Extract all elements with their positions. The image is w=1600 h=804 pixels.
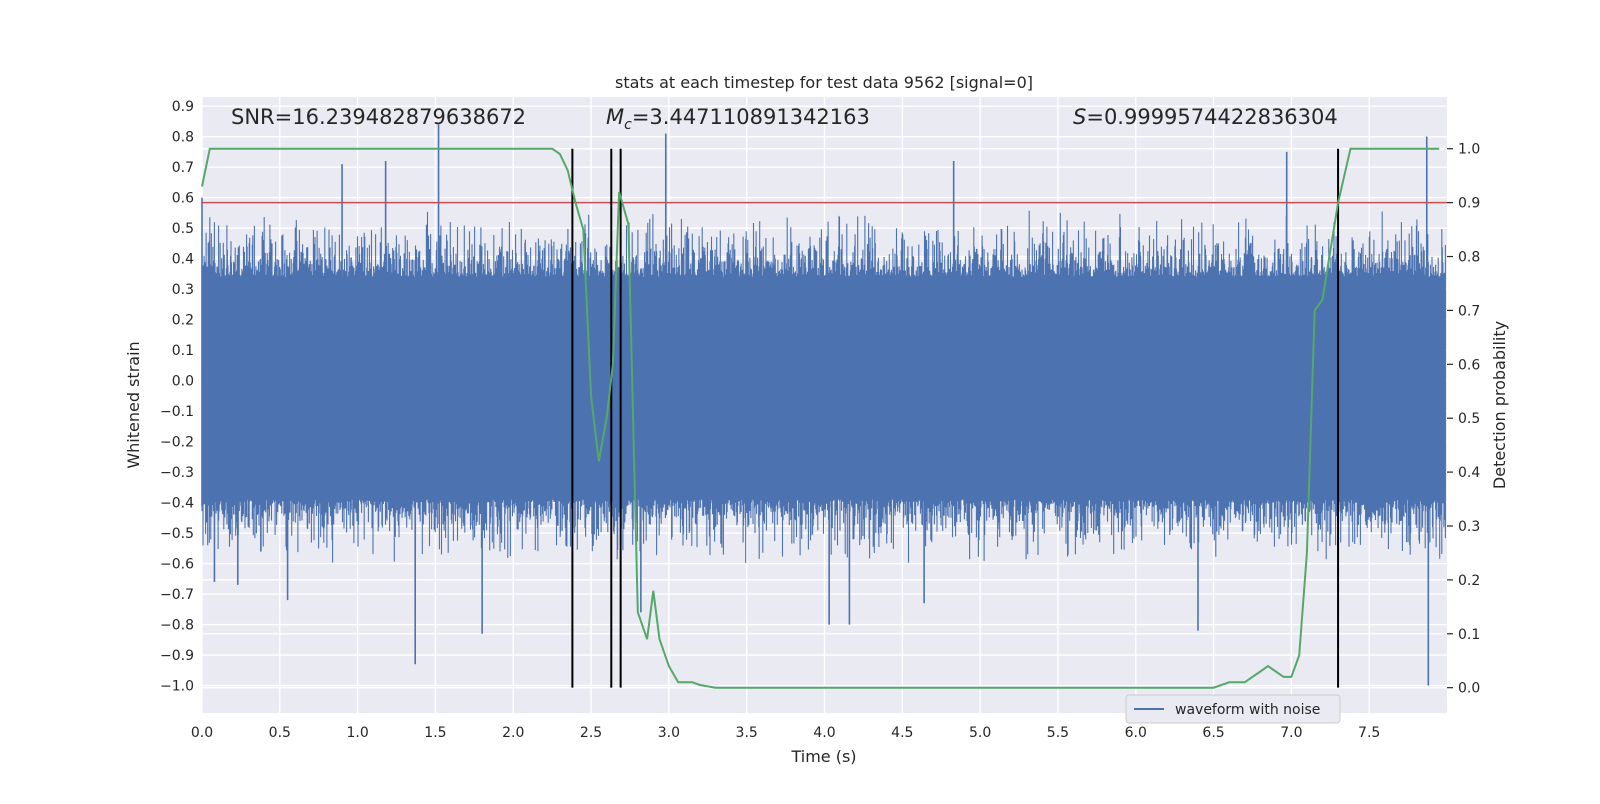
y2-tick-label: 0.3 <box>1458 519 1480 535</box>
x-tick-label: 3.5 <box>736 725 758 741</box>
y2-tick-label: 1.0 <box>1458 142 1480 158</box>
y-tick-label: 0.1 <box>172 343 194 359</box>
detection-probability-line <box>201 147 1440 689</box>
x-tick-label: 6.5 <box>1202 725 1224 741</box>
x-axis-label: Time (s) <box>790 747 856 766</box>
y-tick-label: −0.6 <box>160 557 194 573</box>
y-tick-label: 0.2 <box>172 313 194 329</box>
y-tick-label: −0.9 <box>160 648 194 664</box>
legend: waveform with noise <box>1125 694 1341 724</box>
y2-tick-label: 0.7 <box>1458 303 1480 319</box>
y-tick-label: 0.4 <box>172 252 194 268</box>
x-tick-label: 5.0 <box>969 725 991 741</box>
y-tick-label: −0.5 <box>160 526 194 542</box>
score-symbol: S <box>1073 105 1086 129</box>
x-tick-label: 1.5 <box>424 725 446 741</box>
x-tick-label: 7.5 <box>1358 725 1380 741</box>
y-tick-label: −0.2 <box>160 435 194 451</box>
chirp-mass-symbol: M <box>606 105 624 129</box>
y-tick-label: 0.5 <box>172 221 194 237</box>
y-tick-label: −0.7 <box>160 587 194 603</box>
waveform-series <box>201 124 1446 686</box>
score-value: =0.9999574422836304 <box>1086 105 1337 129</box>
y2-axis-ticks: 1.0 0.9 0.8 0.7 0.6 0.5 0.4 0.3 0.2 0.1 0.0 <box>1447 142 1480 697</box>
y-tick-label: 0.3 <box>172 282 194 298</box>
y-tick-label: −0.4 <box>160 496 194 512</box>
x-tick-label: 4.5 <box>891 725 913 741</box>
x-tick-label: 2.5 <box>580 725 602 741</box>
x-tick-label: 2.0 <box>502 725 524 741</box>
x-tick-label: 1.0 <box>346 725 368 741</box>
y-tick-label: −0.1 <box>160 404 194 420</box>
y2-tick-label: 0.6 <box>1458 357 1480 373</box>
y2-tick-label: 0.2 <box>1458 573 1480 589</box>
x-tick-label: 3.0 <box>658 725 680 741</box>
y-axis-label: Whitened strain <box>124 341 143 468</box>
x-tick-label: 6.0 <box>1125 725 1147 741</box>
y2-tick-label: 0.8 <box>1458 250 1480 266</box>
y-axis-ticks: 0.9 0.8 0.7 0.6 0.5 0.4 0.3 0.2 0.1 0.0 −0.1 −0.2 −0… <box>160 99 194 694</box>
y-tick-label: 0.6 <box>172 191 194 207</box>
y-tick-label: −1.0 <box>160 679 194 695</box>
y-tick-label: 0.9 <box>172 99 194 115</box>
x-tick-label: 0.0 <box>191 725 213 741</box>
x-axis-ticks: 0.0 0.5 1.0 1.5 2.0 2.5 3.0 3.5 4.0 4.5 5.0 5.5 6.0 6… <box>191 725 1380 741</box>
y-tick-label: 0.0 <box>172 374 194 390</box>
event-marker-lines <box>571 148 1340 688</box>
y-tick-label: −0.3 <box>160 465 194 481</box>
x-tick-label: 5.5 <box>1047 725 1069 741</box>
x-tick-label: 0.5 <box>269 725 291 741</box>
y2-tick-label: 0.1 <box>1458 627 1480 643</box>
snr-annotation: SNR=16.239482879638672 <box>231 105 526 129</box>
chart-title: stats at each timestep for test data 956… <box>615 73 1033 92</box>
y-tick-label: 0.8 <box>172 130 194 146</box>
y2-tick-label: 0.4 <box>1458 465 1480 481</box>
y2-axis-label: Detection probability <box>1490 321 1509 489</box>
legend-label: waveform with noise <box>1175 702 1320 718</box>
chirp-mass-annotation: Mc=3.447110891342163 <box>606 105 870 133</box>
y-tick-label: 0.7 <box>172 160 194 176</box>
y2-tick-label: 0.0 <box>1458 681 1480 697</box>
chirp-mass-value: =3.447110891342163 <box>632 105 870 129</box>
y2-tick-label: 0.5 <box>1458 411 1480 427</box>
x-tick-label: 7.0 <box>1280 725 1302 741</box>
score-annotation: S=0.9999574422836304 <box>1073 105 1338 129</box>
chirp-mass-subscript: c <box>624 117 632 133</box>
y2-tick-label: 0.9 <box>1458 196 1480 212</box>
y-tick-label: −0.8 <box>160 618 194 634</box>
x-tick-label: 4.0 <box>813 725 835 741</box>
legend-box <box>1125 694 1341 724</box>
waveform-core <box>202 292 1446 485</box>
